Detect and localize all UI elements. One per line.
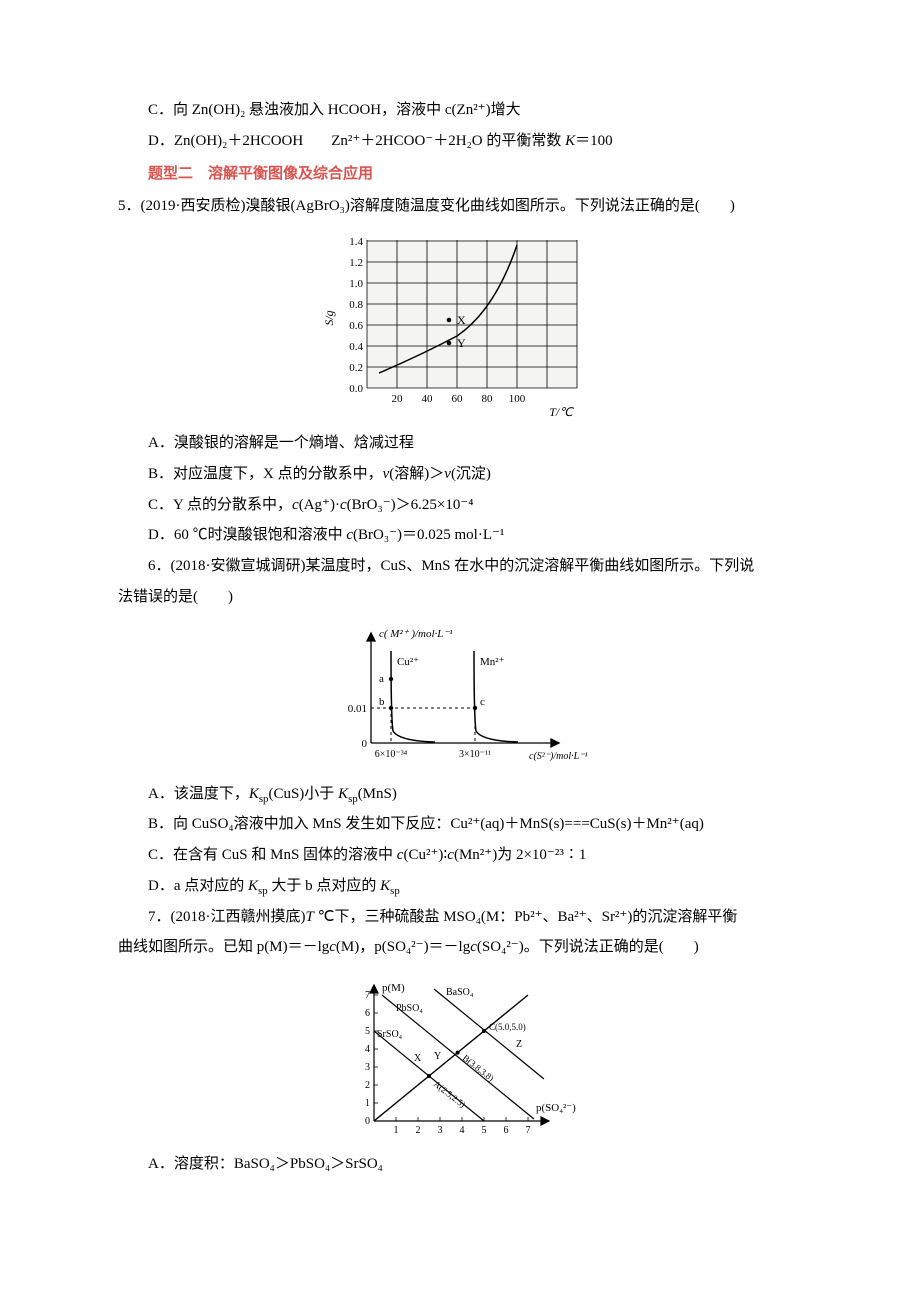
svg-text:7: 7: [365, 990, 370, 1001]
svg-text:B(3.8,3.8): B(3.8,3.8): [461, 1053, 496, 1084]
svg-text:4: 4: [460, 1125, 465, 1136]
svg-text:3: 3: [438, 1125, 443, 1136]
q5-option-b: B．对应温度下，X 点的分散系中，v(溶解)＞v(沉淀): [118, 459, 810, 490]
svg-text:Y: Y: [434, 1051, 441, 1062]
svg-text:3×10⁻¹¹: 3×10⁻¹¹: [459, 749, 491, 760]
svg-text:2: 2: [365, 1080, 370, 1091]
svg-text:c( M²⁺ )/mol·L⁻¹: c( M²⁺ )/mol·L⁻¹: [379, 628, 453, 640]
svg-text:1.4: 1.4: [349, 236, 363, 248]
svg-text:6: 6: [365, 1008, 370, 1019]
svg-text:0.8: 0.8: [349, 299, 363, 311]
svg-text:80: 80: [482, 393, 494, 405]
svg-text:BaSO₄: BaSO₄: [446, 987, 474, 998]
q4-option-d: D．Zn(OH)₂＋2HCOOHZn²⁺＋2HCOO⁻＋2H₂O 的平衡常数 K…: [118, 126, 810, 157]
q6-option-a: A．该温度下，Ksp(CuS)小于 Ksp(MnS): [118, 779, 810, 810]
svg-text:SrSO₄: SrSO₄: [377, 1029, 403, 1040]
svg-text:2: 2: [416, 1125, 421, 1136]
svg-text:0.01: 0.01: [348, 703, 367, 715]
q5-stem: 5．(2019·西安质检)溴酸银(AgBrO₃)溶解度随温度变化曲线如图所示。下…: [118, 191, 810, 222]
svg-text:C(5.0,5.0): C(5.0,5.0): [489, 1022, 526, 1032]
svg-text:Mn²⁺: Mn²⁺: [480, 656, 505, 668]
q5-chart: 0.0 0.2 0.4 0.6 0.8 1.0 1.2 1.4 20 40 60…: [118, 232, 810, 422]
svg-text:0.4: 0.4: [349, 341, 363, 353]
svg-text:X: X: [414, 1053, 422, 1064]
svg-text:T/℃: T/℃: [549, 405, 574, 419]
svg-text:PbSO₄: PbSO₄: [396, 1003, 423, 1014]
svg-text:Cu²⁺: Cu²⁺: [397, 656, 419, 668]
q5-option-c: C．Y 点的分散系中，c(Ag⁺)·c(BrO₃⁻)＞6.25×10⁻⁴: [118, 490, 810, 521]
q6-stem-line2: 法错误的是( ): [118, 582, 810, 613]
q4-option-c: C．向 Zn(OH)₂ 悬浊液加入 HCOOH，溶液中 c(Zn²⁺)增大: [118, 95, 810, 126]
svg-text:4: 4: [365, 1044, 370, 1055]
svg-text:6×10⁻³⁴: 6×10⁻³⁴: [375, 749, 408, 760]
q7-svg: 1 2 3 4 5 6 7 0 1 2 3 4 5 6 7: [334, 973, 594, 1143]
svg-text:p(M): p(M): [382, 982, 405, 994]
q6-chart: Cu²⁺ Mn²⁺ a b c 0.01 0 6×10⁻³⁴ 3×10⁻¹¹ c…: [118, 623, 810, 773]
q7-chart: 1 2 3 4 5 6 7 0 1 2 3 4 5 6 7: [118, 973, 810, 1143]
svg-text:60: 60: [452, 393, 464, 405]
svg-text:0.2: 0.2: [349, 362, 363, 374]
svg-text:X: X: [457, 313, 466, 327]
q6-option-d: D．a 点对应的 Ksp 大于 b 点对应的 Ksp: [118, 871, 810, 902]
q6-option-c: C．在含有 CuS 和 MnS 固体的溶液中 c(Cu²⁺)∶c(Mn²⁺)为 …: [118, 840, 810, 871]
svg-text:S/g: S/g: [322, 310, 336, 325]
svg-text:1.0: 1.0: [349, 278, 363, 290]
svg-text:20: 20: [392, 393, 404, 405]
svg-text:0.6: 0.6: [349, 320, 363, 332]
svg-text:40: 40: [422, 393, 434, 405]
svg-text:c: c: [480, 696, 485, 708]
svg-text:5: 5: [482, 1125, 487, 1136]
svg-text:1: 1: [365, 1098, 370, 1109]
svg-text:a: a: [379, 673, 384, 685]
svg-text:1: 1: [394, 1125, 399, 1136]
svg-text:6: 6: [504, 1125, 509, 1136]
svg-text:0: 0: [362, 738, 368, 750]
svg-text:5: 5: [365, 1026, 370, 1037]
svg-text:p(SO₄²⁻): p(SO₄²⁻): [536, 1102, 576, 1114]
section-2-title: 题型二 溶解平衡图像及综合应用: [118, 159, 810, 190]
q5-option-d: D．60 ℃时溴酸银饱和溶液中 c(BrO₃⁻)＝0.025 mol·L⁻¹: [118, 520, 810, 551]
svg-text:0: 0: [365, 1116, 370, 1127]
svg-text:A(2.5,2.5): A(2.5,2.5): [432, 1079, 468, 1110]
svg-text:7: 7: [526, 1125, 531, 1136]
q5-option-a: A．溴酸银的溶解是一个熵增、焓减过程: [118, 428, 810, 459]
q7-option-a: A．溶度积：BaSO₄＞PbSO₄＞SrSO₄: [118, 1149, 810, 1180]
svg-text:b: b: [379, 696, 385, 708]
svg-text:100: 100: [509, 393, 526, 405]
svg-text:0.0: 0.0: [349, 383, 363, 395]
q7-stem-line1: 7．(2018·江西赣州摸底)T ℃下，三种硫酸盐 MSO₄(M：Pb²⁺、Ba…: [118, 902, 810, 933]
q7-stem-line2: 曲线如图所示。已知 p(M)＝－lgc(M)，p(SO₄²⁻)＝－lgc(SO₄…: [118, 932, 810, 963]
q6-svg: Cu²⁺ Mn²⁺ a b c 0.01 0 6×10⁻³⁴ 3×10⁻¹¹ c…: [329, 623, 599, 773]
svg-text:3: 3: [365, 1062, 370, 1073]
svg-text:Y: Y: [457, 336, 466, 350]
q5-svg: 0.0 0.2 0.4 0.6 0.8 1.0 1.2 1.4 20 40 60…: [309, 232, 619, 422]
q6-stem-line1: 6．(2018·安徽宣城调研)某温度时，CuS、MnS 在水中的沉淀溶解平衡曲线…: [118, 551, 810, 582]
svg-text:c(S²⁻)/mol·L⁻¹: c(S²⁻)/mol·L⁻¹: [529, 751, 588, 762]
svg-text:1.2: 1.2: [349, 257, 363, 269]
q6-option-b: B．向 CuSO₄溶液中加入 MnS 发生如下反应：Cu²⁺(aq)＋MnS(s…: [118, 809, 810, 840]
svg-text:Z: Z: [516, 1039, 522, 1050]
